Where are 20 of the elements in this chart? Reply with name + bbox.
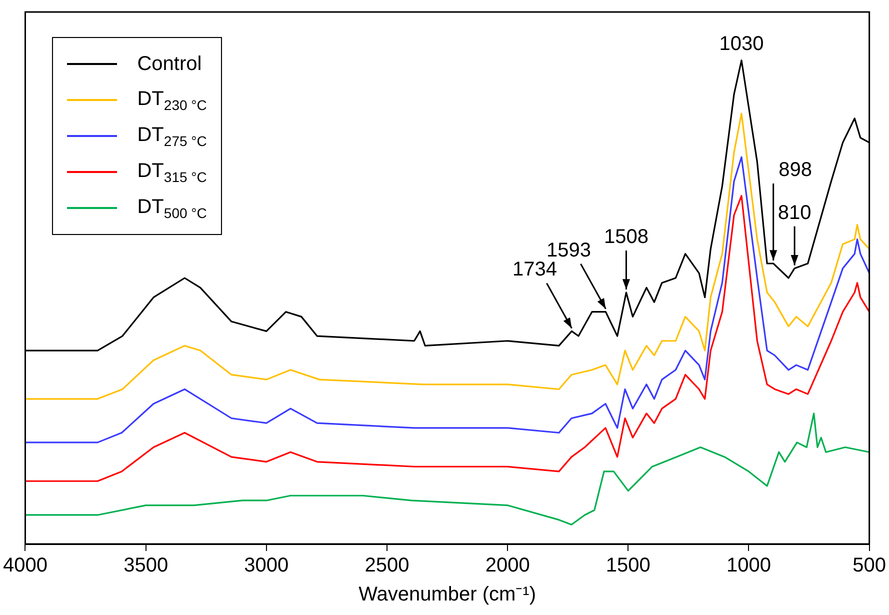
legend-label: DT$_{275 °C}$ (137, 124, 207, 148)
x-tick-label: 3000 (244, 554, 289, 577)
x-tick-label: 500 (852, 554, 886, 577)
x-tick-label: 2500 (364, 554, 410, 577)
legend-label: DT$_{315 °C}$ (137, 160, 207, 184)
x-tick-label: 1500 (606, 554, 650, 577)
x-axis-title: Wavenumber (cm⁻¹) (358, 584, 536, 606)
legend-label: DT$_{500 °C}$ (137, 196, 207, 220)
x-tick-label: 1000 (726, 554, 771, 577)
x-tick-label: 2000 (485, 554, 530, 577)
annotation: 1593 (546, 239, 591, 262)
annotation: 1030 (719, 32, 764, 55)
annotation: 1734 (512, 258, 557, 281)
annotation: 1508 (604, 226, 648, 248)
annotation: 898 (778, 159, 812, 182)
x-tick-label: 4000 (2, 554, 48, 577)
annotation: 810 (778, 202, 812, 224)
legend-label: DT$_{230 °C}$ (137, 88, 207, 112)
x-tick-label: 3500 (124, 554, 168, 577)
legend-label: Control (137, 52, 202, 76)
